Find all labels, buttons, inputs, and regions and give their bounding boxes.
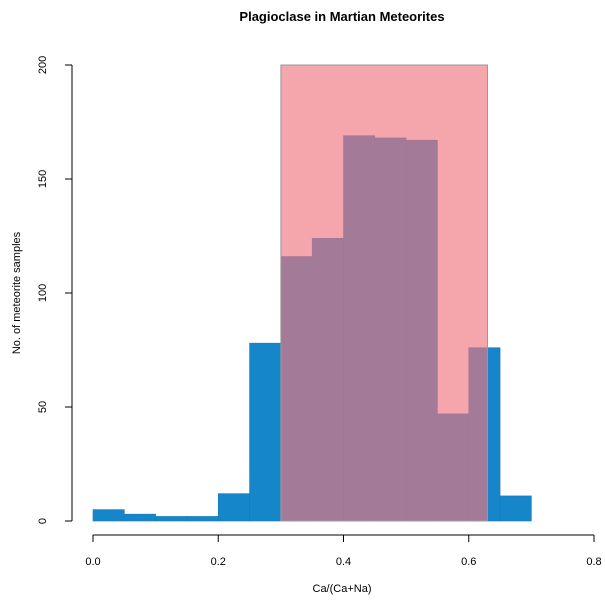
x-axis-label: Ca/(Ca+Na) bbox=[313, 583, 372, 595]
chart-title: Plagioclase in Martian Meteorites bbox=[239, 9, 444, 24]
histogram-bar-1 bbox=[124, 513, 156, 522]
x-tick-label-1: 0.2 bbox=[211, 556, 226, 568]
y-tick-label-0: 0 bbox=[37, 518, 49, 524]
histogram-bar-13 bbox=[499, 495, 532, 522]
highlight-region bbox=[280, 64, 489, 522]
y-tick-label-1: 50 bbox=[37, 401, 49, 413]
histogram-bar-3 bbox=[186, 516, 219, 522]
y-axis-label: No. of meteorite samples bbox=[11, 231, 23, 354]
histogram-bar-5 bbox=[249, 342, 282, 522]
histogram-bar-2 bbox=[155, 516, 188, 522]
x-ticks: 0.0 0.2 0.4 0.6 0.8 bbox=[85, 535, 602, 568]
x-tick-label-2: 0.4 bbox=[336, 556, 351, 568]
y-tick-label-2: 100 bbox=[37, 284, 49, 302]
highlight-layer bbox=[280, 64, 489, 522]
histogram-bar-4 bbox=[217, 493, 250, 522]
y-tick-label-4: 200 bbox=[37, 56, 49, 74]
y-ticks: 0 50 100 150 200 bbox=[37, 56, 72, 524]
x-tick-label-0: 0.0 bbox=[85, 556, 100, 568]
histogram-bar-0 bbox=[92, 509, 125, 522]
y-tick-label-3: 150 bbox=[37, 170, 49, 188]
x-tick-label-4: 0.8 bbox=[586, 556, 601, 568]
x-tick-label-3: 0.6 bbox=[461, 556, 476, 568]
